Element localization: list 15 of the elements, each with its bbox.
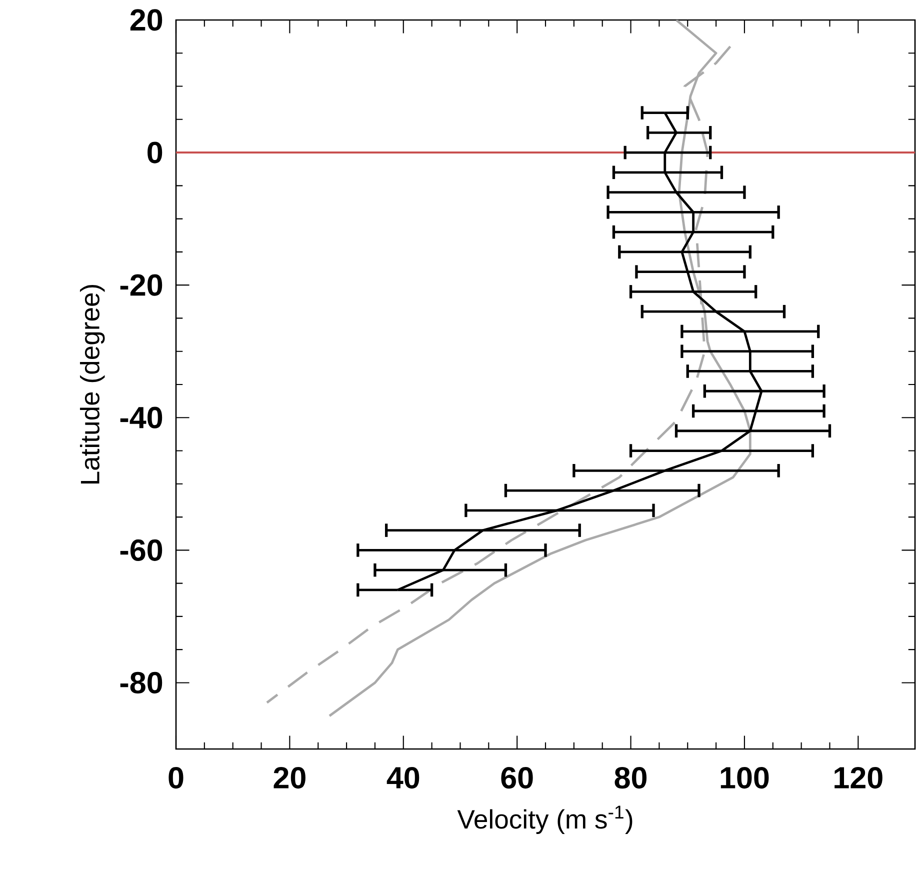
y-axis-title: Latitude (degree) — [80, 285, 105, 484]
x-tick-label: 60 — [501, 766, 533, 789]
x-tick-label: 20 — [274, 766, 306, 789]
y-tick-label: 20 — [130, 9, 162, 31]
x-tick-label: 100 — [720, 766, 769, 789]
y-tick-label: -60 — [120, 539, 162, 561]
x-tick-label: 40 — [386, 766, 420, 789]
y-tick-label: -40 — [120, 406, 162, 428]
x-tick-label: 0 — [168, 766, 184, 789]
y-tick-label: -20 — [120, 274, 162, 296]
y-tick-label: 0 — [148, 142, 162, 164]
x-tick-label: 120 — [834, 766, 882, 789]
x-tick-label: 80 — [614, 766, 647, 789]
y-tick-label: -80 — [120, 672, 162, 694]
x-axis-title: Velocity (m s$^{-1}$) — [457, 806, 632, 834]
